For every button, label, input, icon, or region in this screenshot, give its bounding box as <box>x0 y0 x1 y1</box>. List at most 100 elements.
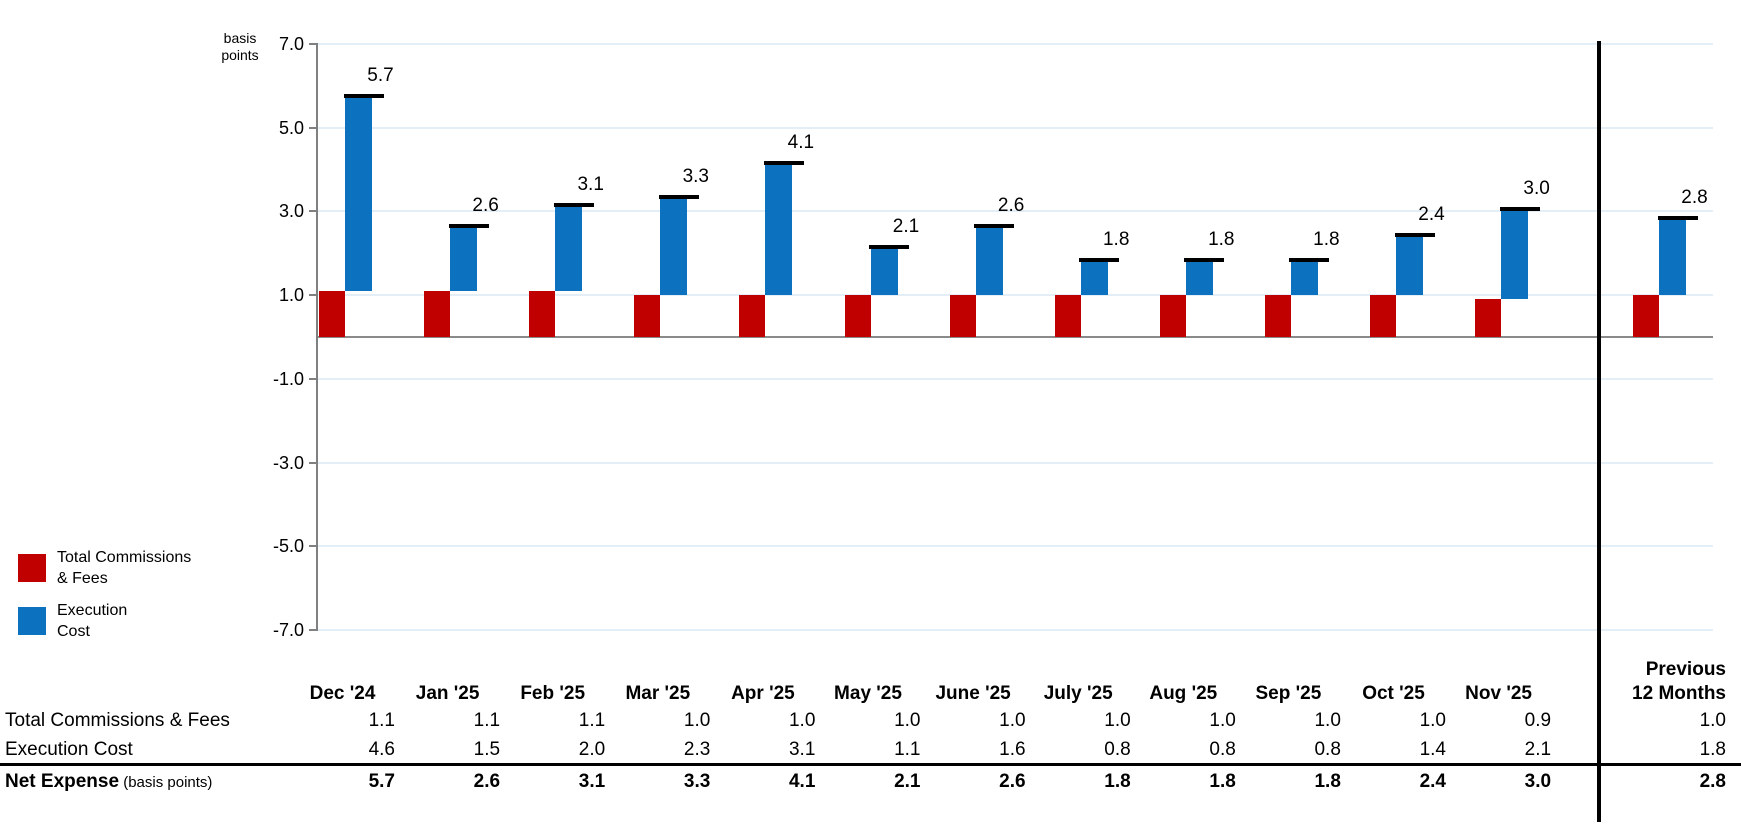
bar-total-commissions-fees <box>634 295 661 337</box>
net-expense-value-label: 5.7 <box>367 65 394 87</box>
bar-total-commissions-fees <box>739 295 766 337</box>
table-row-label: Net Expense (basis points) <box>5 770 295 794</box>
legend-text-line: & Fees <box>57 570 108 587</box>
gridline <box>318 126 1713 129</box>
table-row-label: Total Commissions & Fees <box>5 709 295 732</box>
gridline <box>318 210 1713 213</box>
table-cell-value: 1.0 <box>894 710 921 731</box>
table-prev-cell-value: 1.0 <box>1699 710 1726 731</box>
table-col-header: Apr '25 <box>731 683 795 704</box>
legend-text-line: Cost <box>57 623 90 640</box>
bar-execution-cost <box>450 228 478 291</box>
y-axis-tick-label: -5.0 <box>272 536 304 557</box>
bar-total-commissions-fees <box>1264 295 1291 337</box>
table-cell-value: 2.3 <box>683 739 711 760</box>
table-cell-value: 3.1 <box>788 739 816 760</box>
bar-execution-cost <box>975 228 1003 296</box>
y-axis-tick-label: 3.0 <box>278 201 304 222</box>
bar-execution-cost <box>660 198 688 296</box>
net-expense-rule <box>0 763 1741 766</box>
table-cell-value: 2.6 <box>473 771 501 792</box>
net-expense-value-label: 1.8 <box>1102 228 1130 250</box>
net-expense-value-label: 2.4 <box>1418 203 1445 225</box>
table-cell-value: 2.0 <box>578 739 606 760</box>
legend-item-execution-cost: Execution Cost <box>18 600 127 642</box>
table-cell-value: 0.8 <box>1209 739 1236 760</box>
table-cell-value: 1.0 <box>683 710 711 731</box>
net-expense-cap-marker <box>869 245 909 250</box>
legend-item-total-commissions-fees: Total Commissions & Fees <box>18 547 191 589</box>
gridline <box>318 461 1713 464</box>
table-col-header: Feb '25 <box>520 683 586 704</box>
y-axis-tick <box>309 628 318 631</box>
table-cell-value: 1.0 <box>1314 710 1341 731</box>
bar-total-commissions-fees <box>1054 295 1081 337</box>
bar-execution-cost <box>1080 261 1108 296</box>
table-cell-value: 0.8 <box>1104 739 1131 760</box>
y-axis-tick-label: -3.0 <box>272 452 304 473</box>
table-cell-value: 0.8 <box>1314 739 1341 760</box>
table-prev-header-line2: 12 Months <box>1632 683 1726 704</box>
bar-total-commissions-fees <box>319 290 345 337</box>
table-col-header: Jan '25 <box>415 683 480 704</box>
table-cell-value: 1.0 <box>1104 710 1131 731</box>
execution-cost-swatch <box>18 607 46 635</box>
table-cell-value: 1.0 <box>788 710 816 731</box>
net-expense-cap-marker <box>763 161 804 166</box>
table-cell-value: 1.6 <box>999 739 1026 760</box>
bar-execution-cost <box>1501 211 1529 300</box>
net-expense-value-label: 2.6 <box>997 195 1025 217</box>
table-col-header: Oct '25 <box>1362 683 1425 704</box>
row-label-text: Total Commissions & Fees <box>5 710 230 731</box>
bar-total-commissions-fees <box>949 295 976 337</box>
net-expense-value-label: 3.1 <box>577 174 604 196</box>
table-cell-value: 3.3 <box>683 771 711 792</box>
legend-label-total-commissions-fees: Total Commissions & Fees <box>57 547 191 589</box>
table-cell-value: 3.1 <box>578 771 606 792</box>
net-expense-cap-marker <box>1079 257 1120 262</box>
bar-total-commissions-fees <box>1159 295 1186 337</box>
y-axis-unit-label: basis points <box>200 30 280 64</box>
table-col-header: Aug '25 <box>1149 683 1218 704</box>
bar-total-commissions-fees <box>1633 295 1659 337</box>
table-cell-value: 1.1 <box>894 739 921 760</box>
bar-execution-cost <box>1659 219 1686 296</box>
gridline <box>318 628 1713 631</box>
legend-text-line: Total Commissions <box>57 549 192 566</box>
net-expense-value-label: 3.0 <box>1523 178 1550 200</box>
row-label-text: Net Expense <box>5 771 120 792</box>
y-axis-tick <box>309 377 318 380</box>
net-expense-cap-marker <box>448 224 489 229</box>
net-expense-cap-marker <box>1499 207 1540 212</box>
table-cell-value: 3.0 <box>1524 771 1552 792</box>
y-axis-tick <box>309 126 318 129</box>
bar-execution-cost <box>765 165 793 296</box>
net-expense-cap-marker <box>1394 232 1435 237</box>
table-cell-value: 1.0 <box>999 710 1026 731</box>
y-axis-tick-label: -7.0 <box>272 619 304 640</box>
table-cell-value: 0.9 <box>1524 710 1552 731</box>
table-cell-value: 2.1 <box>894 771 921 792</box>
gridline <box>318 43 1713 46</box>
legend-label-execution-cost: Execution Cost <box>57 600 127 642</box>
table-col-header: June '25 <box>935 683 1011 704</box>
bar-execution-cost <box>1396 236 1423 296</box>
bar-execution-cost <box>555 207 583 291</box>
net-expense-cap-marker <box>1289 257 1330 262</box>
y-axis-tick-label: 1.0 <box>278 285 304 306</box>
table-cell-value: 1.8 <box>1314 771 1341 792</box>
row-label-text: Execution Cost <box>5 739 133 760</box>
table-cell-value: 1.0 <box>1419 710 1446 731</box>
table-cell-value: 2.4 <box>1419 771 1446 792</box>
table-cell-value: 1.8 <box>1209 771 1236 792</box>
table-cell-value: 2.1 <box>1524 739 1552 760</box>
table-cell-value: 1.8 <box>1104 771 1131 792</box>
table-cell-value: 1.1 <box>578 710 606 731</box>
y-axis-tick-label: 7.0 <box>278 34 304 55</box>
table-prev-header-line1: Previous <box>1645 659 1726 680</box>
bar-execution-cost <box>870 249 898 296</box>
table-cell-value: 1.1 <box>473 710 501 731</box>
y-axis-line <box>316 43 318 631</box>
table-cell-value: 1.5 <box>473 739 501 760</box>
